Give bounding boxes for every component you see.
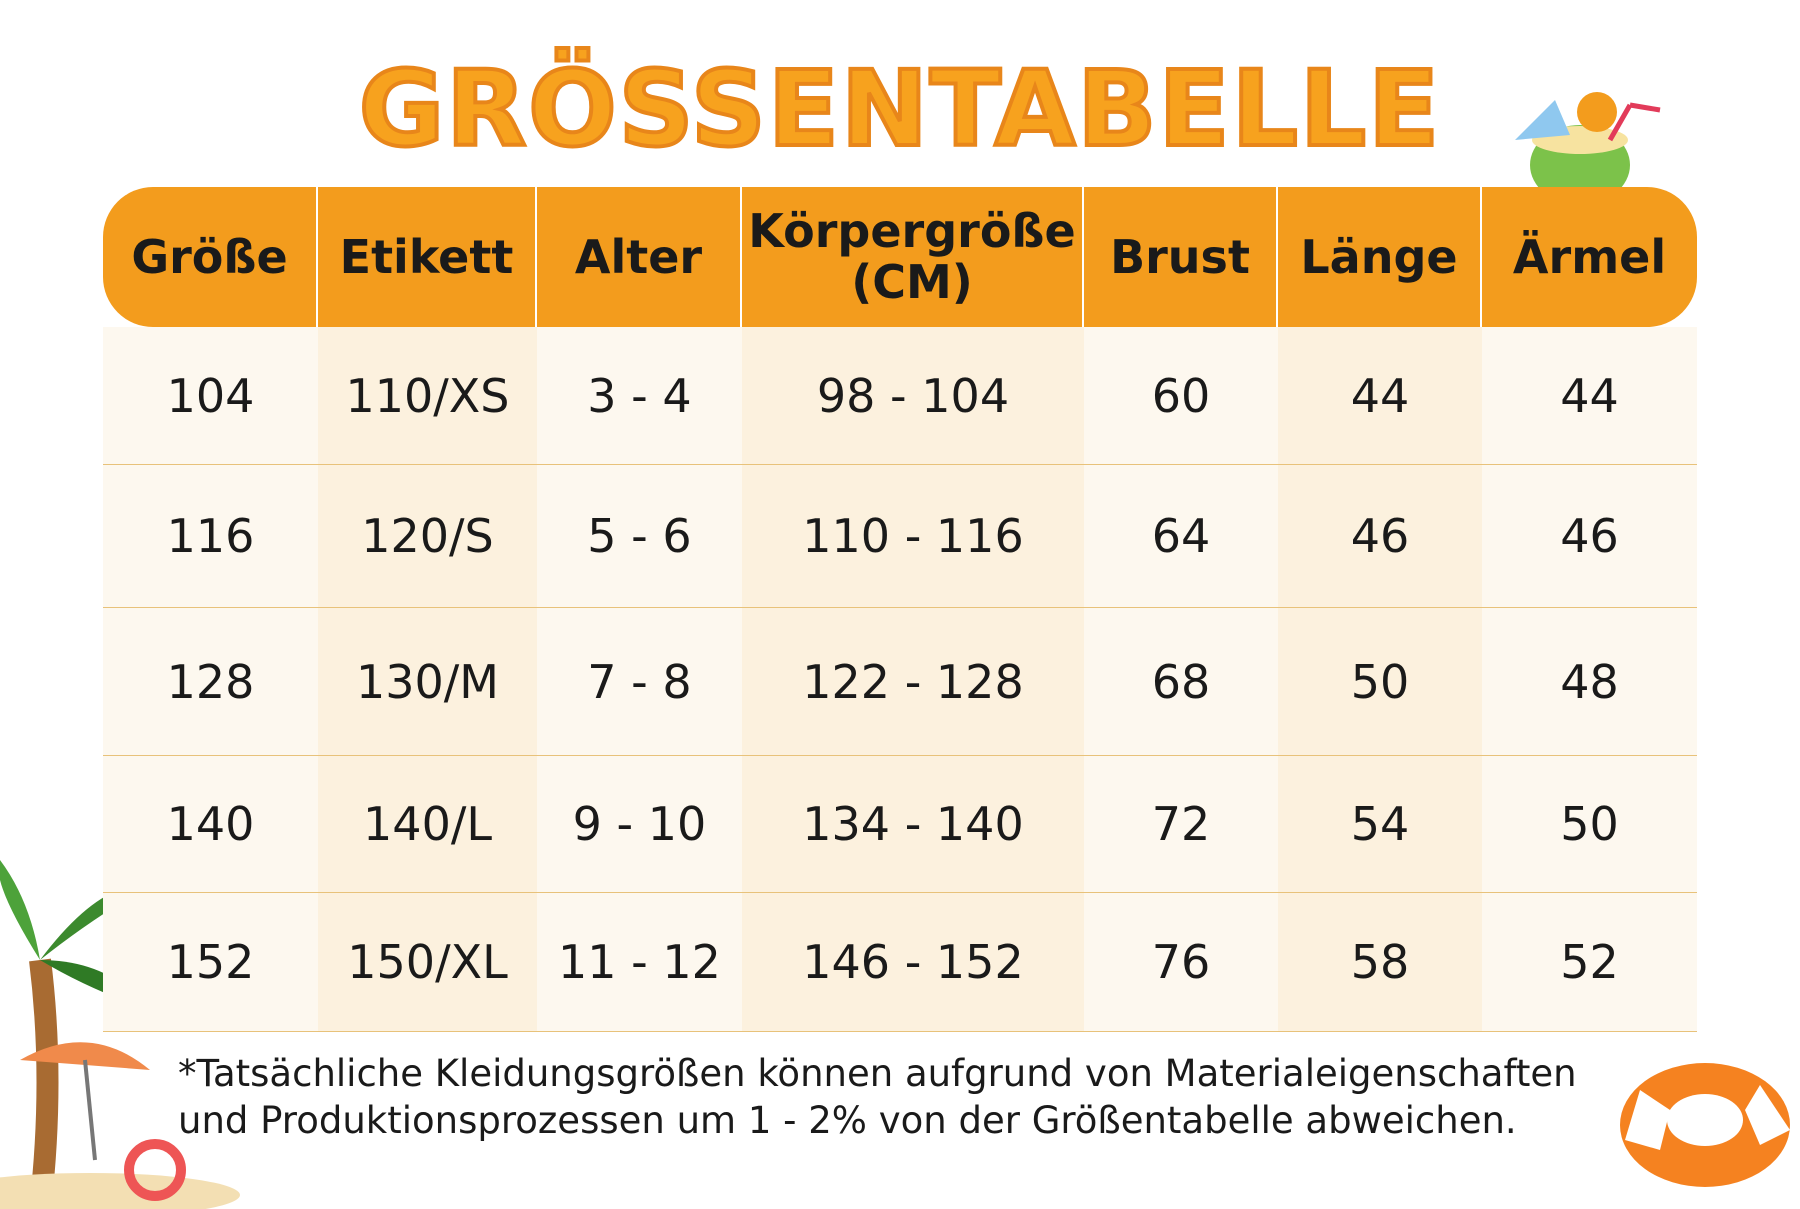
table-cell: 11 - 12 [537, 893, 742, 1031]
table-cell: 5 - 6 [537, 465, 742, 607]
table-cell: 72 [1084, 756, 1278, 892]
table-cell: 48 [1482, 608, 1697, 755]
table-cell: 44 [1482, 327, 1697, 464]
table-cell: 150/XL [318, 893, 537, 1031]
coconut-drink [1515, 92, 1661, 205]
table-cell: 110/XS [318, 327, 537, 464]
table-cell: 104 [103, 327, 318, 464]
table-cell: 128 [103, 608, 318, 755]
table-cell: 110 - 116 [742, 465, 1084, 607]
table-body: 104 110/XS 3 - 4 98 - 104 60 44 44 116 120/S 5 - … [103, 327, 1697, 1032]
title: GRÖSSENTABELLE [357, 46, 1442, 172]
table-row: 128 130/M 7 - 8 122 - 128 68 50 48 [103, 608, 1697, 756]
table-row: 140 140/L 9 - 10 134 - 140 72 54 50 [103, 756, 1697, 893]
footnote: *Tatsächliche Kleidungsgrößen können auf… [178, 1050, 1577, 1144]
table-cell: 116 [103, 465, 318, 607]
table-cell: 140 [103, 756, 318, 892]
table-cell: 7 - 8 [537, 608, 742, 755]
table-cell: 130/M [318, 608, 537, 755]
table-cell: 98 - 104 [742, 327, 1084, 464]
header-cell: Etikett [318, 187, 537, 327]
table-cell: 68 [1084, 608, 1278, 755]
header-cell: Körpergröße (CM) [742, 187, 1084, 327]
table-cell: 46 [1482, 465, 1697, 607]
table-cell: 152 [103, 893, 318, 1031]
header-cell: Brust [1084, 187, 1278, 327]
table-cell: 46 [1278, 465, 1482, 607]
table-cell: 122 - 128 [742, 608, 1084, 755]
table-row: 116 120/S 5 - 6 110 - 116 64 46 46 [103, 465, 1697, 608]
swim-ring [1620, 1063, 1790, 1187]
table-cell: 146 - 152 [742, 893, 1084, 1031]
table-cell: 52 [1482, 893, 1697, 1031]
table-cell: 50 [1278, 608, 1482, 755]
header-cell: Ärmel [1512, 229, 1667, 284]
header-row: Größe Etikett Alter Körpergröße (CM) Brust Lä… [103, 187, 1697, 327]
table-cell: 50 [1482, 756, 1697, 892]
header-cell: Länge [1278, 187, 1482, 327]
table-row: 152 150/XL 11 - 12 146 - 152 76 58 52 [103, 893, 1697, 1032]
table-cell: 60 [1084, 327, 1278, 464]
table-cell: 140/L [318, 756, 537, 892]
table-cell: 58 [1278, 893, 1482, 1031]
header-cell: Alter [537, 187, 742, 327]
table-cell: 134 - 140 [742, 756, 1084, 892]
footnote-line: und Produktionsprozessen um 1 - 2% von d… [178, 1099, 1517, 1142]
table-cell: 76 [1084, 893, 1278, 1031]
table-cell: 3 - 4 [537, 327, 742, 464]
table-cell: 9 - 10 [537, 756, 742, 892]
header-cell: Größe [103, 187, 318, 327]
table-cell: 64 [1084, 465, 1278, 607]
table-cell: 54 [1278, 756, 1482, 892]
table-cell: 120/S [318, 465, 537, 607]
size-table: Größe Etikett Alter Körpergröße (CM) Brust Lä… [103, 187, 1697, 1032]
footnote-line: *Tatsächliche Kleidungsgrößen können auf… [178, 1052, 1577, 1095]
table-cell: 44 [1278, 327, 1482, 464]
table-row: 104 110/XS 3 - 4 98 - 104 60 44 44 [103, 327, 1697, 465]
